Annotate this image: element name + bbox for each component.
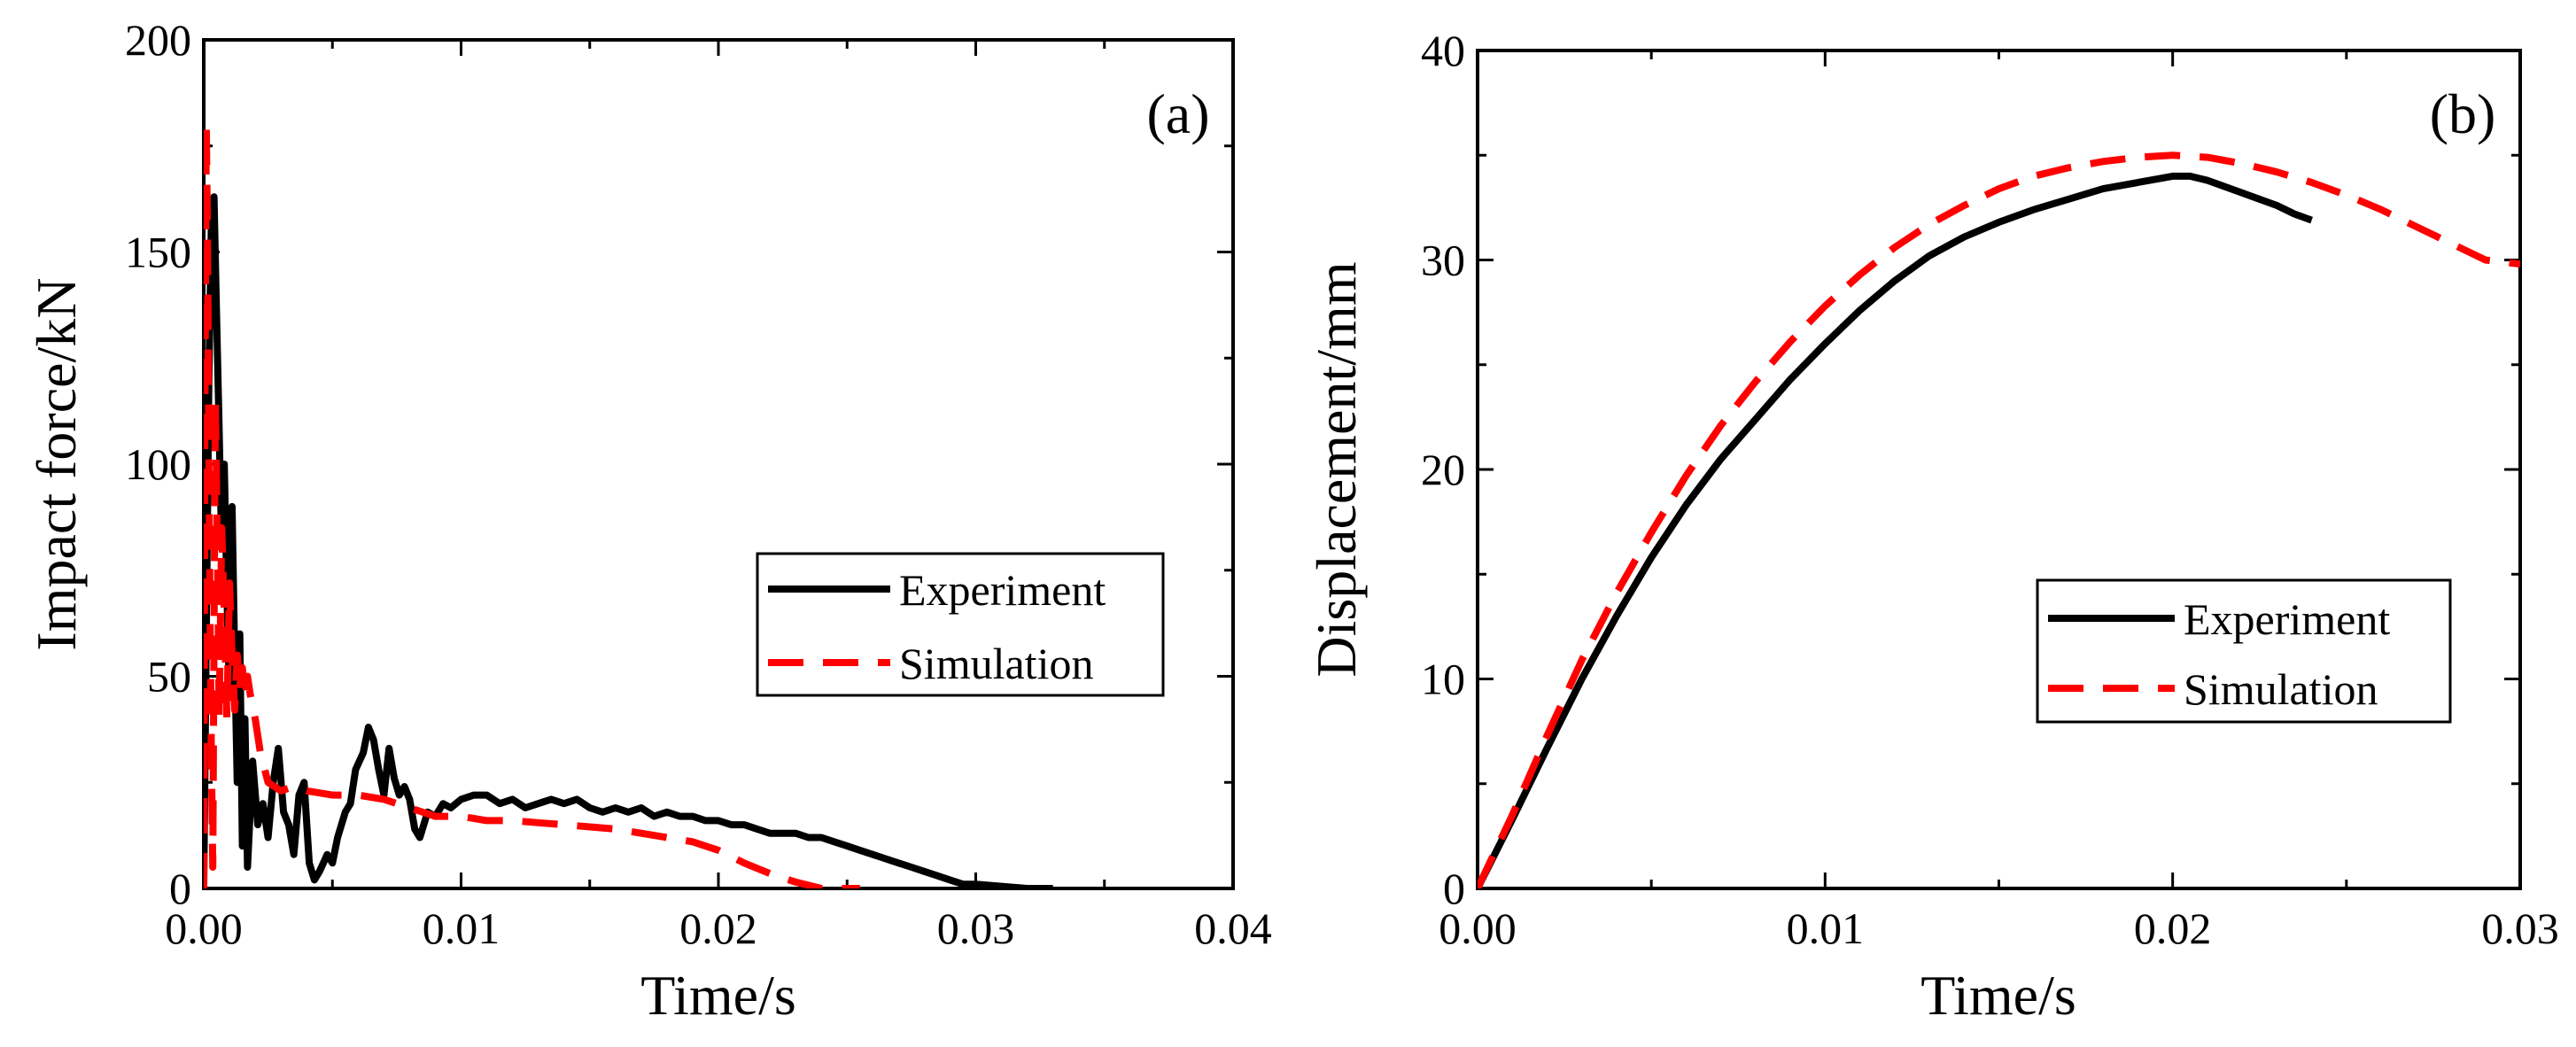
legend-label-experiment-b: Experiment	[2184, 594, 2390, 644]
y-tick-label-b: 30	[1421, 236, 1465, 285]
panel-a: 0.00 0.01 0.02 0.03 0.04 0 50 100 150 200 (a) Tim…	[25, 15, 1272, 1027]
legend-box-b	[2036, 578, 2452, 724]
x-tick-label-a: 0.00	[165, 904, 243, 953]
y-tick-label-a: 0	[169, 864, 191, 913]
y-tick-label-a: 100	[125, 439, 191, 489]
x-tick-label-a: 0.01	[423, 904, 500, 953]
x-tick-label-b: 0.03	[2481, 904, 2559, 953]
legend-box-a	[756, 552, 1165, 697]
x-tick-label-b: 0.01	[1787, 904, 1865, 953]
legend-label-experiment-a: Experiment	[899, 565, 1106, 615]
x-tick-label-a: 0.03	[937, 904, 1015, 953]
plot-area-b	[1478, 151, 2520, 888]
x-tick-label-a: 0.04	[1194, 904, 1272, 953]
series-line-simulation-b	[1478, 151, 2520, 888]
y-tick-label-a: 200	[125, 15, 191, 65]
y-tick-label-b: 10	[1421, 655, 1465, 704]
plot-area-a	[204, 120, 1053, 888]
legend-b: Experiment Simulation	[2036, 578, 2452, 724]
series-line-experiment-a	[204, 193, 1053, 888]
x-tick-label-a: 0.02	[679, 904, 757, 953]
legend-a: Experiment Simulation	[756, 552, 1165, 697]
x-axis-title-a: Time/s	[640, 964, 796, 1027]
panel-b: 0.00 0.01 0.02 0.03 0 10 20 30 40 (b) Time/s Dis…	[1305, 26, 2559, 1027]
panel-label-a: (a)	[1146, 82, 1209, 145]
panel-label-b: (b)	[2430, 82, 2496, 145]
y-tick-label-b: 20	[1421, 445, 1465, 494]
series-line-simulation-a	[204, 120, 860, 888]
y-tick-label-a: 150	[125, 228, 191, 277]
y-axis-title-b: Displacement/mm	[1305, 261, 1368, 677]
ticks-b: 0.00 0.01 0.02 0.03 0 10 20 30 40	[1421, 26, 2559, 953]
y-axis-title-a: Impact force/kN	[25, 277, 88, 650]
legend-label-simulation-b: Simulation	[2184, 664, 2378, 714]
legend-label-simulation-a: Simulation	[899, 639, 1093, 688]
ticks-a: 0.00 0.01 0.02 0.03 0.04 0 50 100 150 200	[125, 15, 1272, 953]
y-tick-label-a: 50	[147, 652, 191, 702]
series-line-experiment-b	[1478, 172, 2313, 888]
x-tick-label-b: 0.02	[2134, 904, 2212, 953]
x-axis-title-b: Time/s	[1920, 964, 2076, 1027]
x-tick-label-b: 0.00	[1439, 904, 1517, 953]
y-tick-label-b: 40	[1421, 26, 1465, 75]
y-tick-label-b: 0	[1443, 864, 1465, 913]
plot-frame-b	[1476, 49, 2522, 890]
